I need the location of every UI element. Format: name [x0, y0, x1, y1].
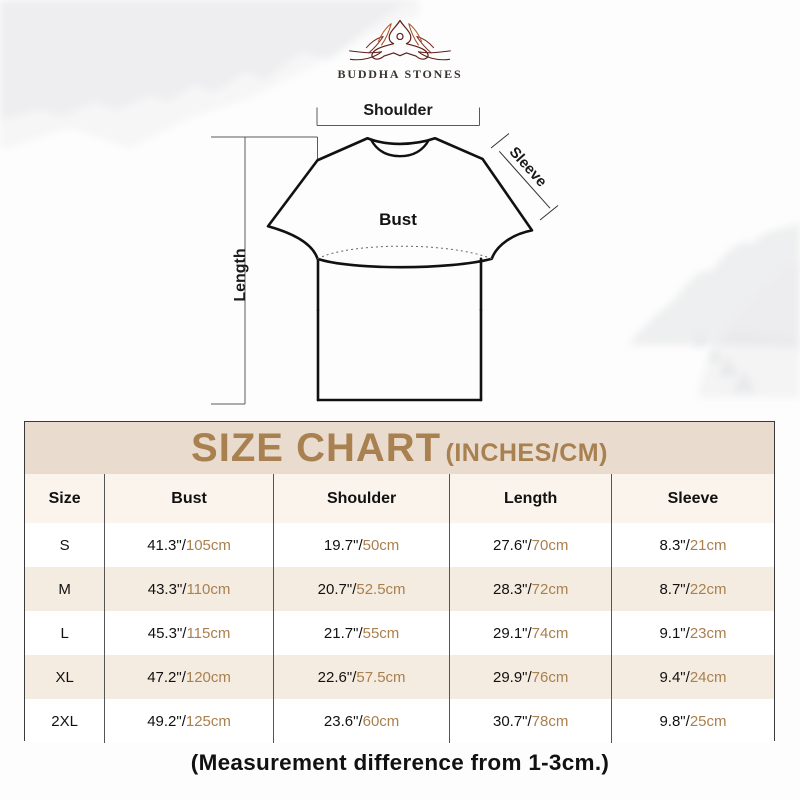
- svg-text:Shoulder: Shoulder: [363, 102, 432, 119]
- svg-text:Length: Length: [232, 248, 249, 301]
- svg-text:Bust: Bust: [379, 210, 417, 229]
